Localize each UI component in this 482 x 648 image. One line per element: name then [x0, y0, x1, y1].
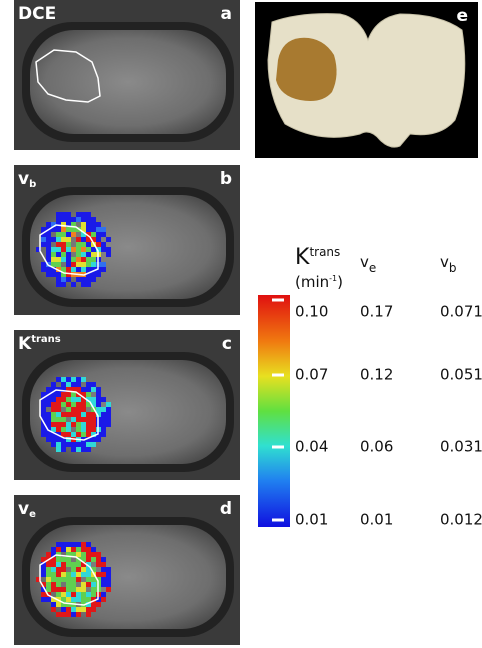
histology-panel: e [255, 2, 478, 158]
colorbar-value: 0.10 [295, 303, 328, 321]
colorbar-value: 0.07 [295, 366, 328, 384]
colorbar-value: 0.06 [360, 438, 393, 456]
colorbar-value: 0.012 [440, 511, 482, 529]
mri-panel: DCE a [14, 0, 240, 150]
unit-label: (min-1) [295, 273, 343, 291]
colorbar-value: 0.12 [360, 366, 393, 384]
colorbar-value: 0.04 [295, 438, 328, 456]
column-header: vb [440, 253, 457, 275]
column-header: ve [360, 253, 376, 275]
panel-letter: e [456, 6, 468, 26]
panel-letter: b [220, 169, 232, 189]
column-header: Ktrans [295, 245, 340, 271]
colorbar-value: 0.031 [440, 438, 482, 456]
panel-letter: a [221, 4, 232, 24]
colorbar-value: 0.01 [360, 511, 393, 529]
colorbar-value: 0.051 [440, 366, 482, 384]
colorbar-value: 0.071 [440, 303, 482, 321]
panel-label: DCE [18, 4, 56, 24]
colorbar-value: 0.01 [295, 511, 328, 529]
colorbar-value: 0.17 [360, 303, 393, 321]
figure: DCE a vbbKtranscved e Ktrans (min-1) ve vb 0.1… [0, 0, 482, 648]
panel-letter: d [220, 499, 232, 519]
panel-letter: c [222, 334, 232, 354]
colorbar [258, 295, 290, 527]
